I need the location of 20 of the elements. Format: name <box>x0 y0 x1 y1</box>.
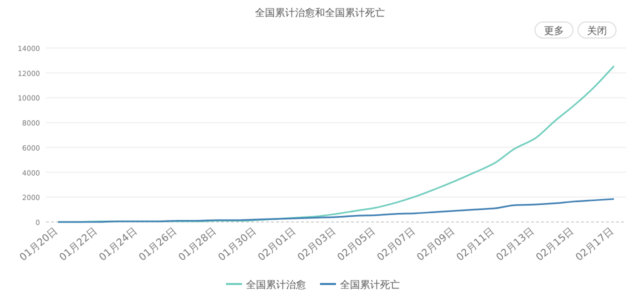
x-tick-label: 01月22日 <box>58 226 100 264</box>
legend-label: 全国累计死亡 <box>340 279 400 291</box>
x-tick-label: 02月01日 <box>256 226 298 264</box>
x-tick-label: 02月09日 <box>415 226 458 264</box>
x-tick-label: 02月11日 <box>454 226 497 264</box>
x-tick-label: 01月30日 <box>216 226 258 264</box>
text: 关闭 <box>587 25 607 37</box>
x-tick-label: 01月24日 <box>97 226 140 264</box>
x-tick-label: 01月26日 <box>137 226 180 264</box>
chart-title: 全国累计治愈和全国累计死亡 <box>255 7 385 19</box>
x-tick-label: 02月07日 <box>375 226 418 264</box>
legend-label: 全国累计治愈 <box>246 279 306 291</box>
x-tick-label: 02月03日 <box>296 226 338 264</box>
text: 更多 <box>544 25 564 37</box>
x-tick-label: 02月17日 <box>574 226 616 264</box>
x-tick-label: 02月05日 <box>336 226 378 264</box>
x-tick-label: 01月20日 <box>18 226 60 264</box>
x-tick-label: 02月13日 <box>494 226 536 264</box>
x-tick-label: 02月15日 <box>534 226 576 264</box>
x-tick-label: 01月28日 <box>176 226 219 264</box>
